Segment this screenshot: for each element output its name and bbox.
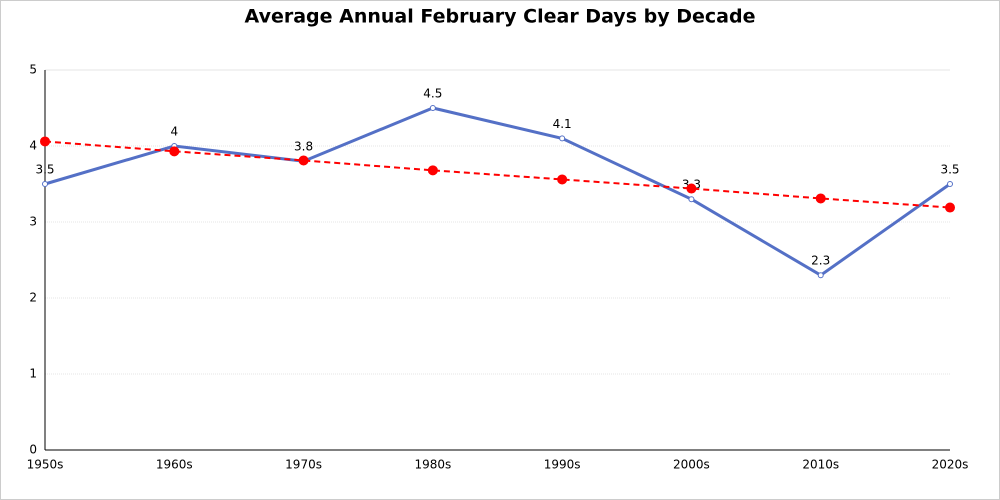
- data-point: [429, 105, 436, 111]
- data-point: [559, 135, 566, 142]
- data-label: 4.1: [553, 117, 572, 131]
- data-label: 3.5: [940, 163, 959, 177]
- data-label: 4.5: [423, 87, 442, 101]
- data-point: [427, 165, 438, 176]
- x-tick-label: 2010s: [802, 458, 839, 472]
- y-tick-label: 5: [29, 63, 37, 77]
- x-tick-label: 1950s: [27, 458, 64, 472]
- x-tick-label: 2020s: [932, 458, 969, 472]
- y-tick-label: 2: [29, 291, 37, 305]
- x-tick-label: 2000s: [673, 458, 710, 472]
- data-label: 3.5: [35, 163, 54, 177]
- data-point: [557, 174, 568, 185]
- data-point: [40, 136, 50, 147]
- series-line: [44, 106, 951, 277]
- data-label: 3.8: [294, 140, 313, 154]
- y-tick-label: 4: [29, 139, 37, 153]
- series-line: [44, 140, 951, 209]
- x-tick-label: 1990s: [544, 458, 581, 472]
- x-tick-label: 1960s: [156, 458, 193, 472]
- data-point: [945, 202, 955, 213]
- data-label: 4: [170, 125, 178, 139]
- data-point: [298, 155, 309, 166]
- y-tick-label: 3: [29, 215, 37, 229]
- data-label: 2.3: [811, 254, 830, 268]
- data-point: [686, 183, 697, 194]
- data-point: [815, 193, 826, 204]
- data-point: [947, 181, 953, 187]
- y-tick-label: 0: [29, 443, 37, 457]
- x-tick-label: 1970s: [285, 458, 322, 472]
- data-point: [688, 196, 695, 203]
- y-tick-label: 1: [29, 367, 37, 381]
- data-point: [169, 146, 180, 157]
- data-point: [42, 181, 48, 187]
- chart-title: Average Annual February Clear Days by De…: [245, 6, 756, 28]
- x-tick-label: 1980s: [414, 458, 451, 472]
- data-point: [817, 272, 824, 279]
